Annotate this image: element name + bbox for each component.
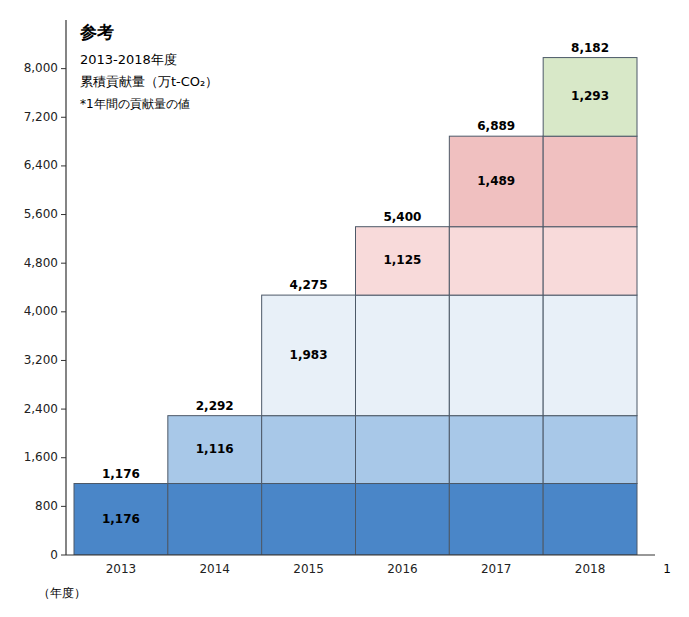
x-tick-label: 2018: [575, 562, 606, 576]
y-tick-label: 3,200: [24, 353, 58, 367]
bar-segment: [449, 416, 543, 484]
value-label: 1,116: [196, 442, 234, 456]
y-tick: [61, 263, 66, 264]
y-tick-label: 6,400: [24, 158, 58, 172]
y-tick: [61, 165, 66, 166]
bar-segment: [356, 484, 450, 555]
y-tick: [61, 409, 66, 410]
total-label: 1,176: [102, 467, 140, 481]
x-tick-label: 2014: [199, 562, 230, 576]
total-label: 6,889: [477, 119, 515, 133]
bar-segment: [543, 295, 637, 416]
total-label: 5,400: [383, 210, 421, 224]
total-label: 4,275: [290, 278, 328, 292]
y-tick-label: 1,600: [24, 450, 58, 464]
bar-segment: [262, 416, 356, 484]
bar-segment: [449, 227, 543, 295]
subtitle: 2013-2018年度: [80, 52, 177, 67]
total-label: 8,182: [571, 41, 609, 55]
y-tick: [61, 360, 66, 361]
bar-segment: [74, 484, 168, 555]
total-label: 2,292: [196, 399, 234, 413]
value-label: 1,489: [477, 174, 515, 188]
y-tick-label: 0: [50, 548, 58, 562]
y-tick: [61, 214, 66, 215]
x-axis: [66, 554, 655, 555]
x-axis-label: （年度）: [38, 586, 86, 600]
bar-segment: [168, 416, 262, 484]
bar-segment: [543, 484, 637, 555]
bar-segment: [449, 136, 543, 227]
y-tick-label: 4,800: [24, 256, 58, 270]
y-tick: [61, 117, 66, 118]
bar-segment: [543, 416, 637, 484]
y-tick-label: 800: [35, 499, 58, 513]
x-tick-label: 2015: [293, 562, 324, 576]
bars: [74, 58, 637, 555]
y-tick-label: 2,400: [24, 402, 58, 416]
bar-segment: [543, 136, 637, 227]
x-tick-label: 2017: [481, 562, 512, 576]
y-tick: [61, 68, 66, 69]
note: *1年間の貢献量の値: [80, 97, 190, 111]
value-label: 1,176: [102, 512, 140, 526]
bar-segment: [168, 484, 262, 555]
title: 参考: [79, 22, 114, 42]
y-tick: [61, 506, 66, 507]
bar-segment: [543, 227, 637, 295]
y-tick-label: 5,600: [24, 207, 58, 221]
x-tick-label: 2013: [106, 562, 137, 576]
axis-end-label: 1: [663, 562, 671, 576]
y-tick-label: 4,000: [24, 304, 58, 318]
value-label: 1,125: [383, 253, 421, 267]
bar-segment: [356, 416, 450, 484]
bar-segment: [262, 484, 356, 555]
bar-segment: [543, 58, 637, 137]
value-label: 1,293: [571, 89, 609, 103]
value-label: 1,983: [290, 348, 328, 362]
y-tick: [61, 555, 66, 556]
chart: 0 800 1,600 2,400 3,200 4,000 4,800 5,600 6,400 7…: [0, 0, 689, 617]
x-tick-label: 2016: [387, 562, 418, 576]
bar-segment: [356, 295, 450, 416]
y-axis-label: 累積貢献量（万t-CO₂）: [80, 74, 218, 89]
y-tick: [61, 457, 66, 458]
y-tick-label: 7,200: [24, 110, 58, 124]
y-tick-label: 8,000: [24, 61, 58, 75]
bar-segment: [449, 295, 543, 416]
bar-segment: [449, 484, 543, 555]
y-tick: [61, 311, 66, 312]
bar-segment: [356, 227, 450, 295]
y-axis: [65, 20, 66, 555]
bar-segment: [262, 295, 356, 416]
